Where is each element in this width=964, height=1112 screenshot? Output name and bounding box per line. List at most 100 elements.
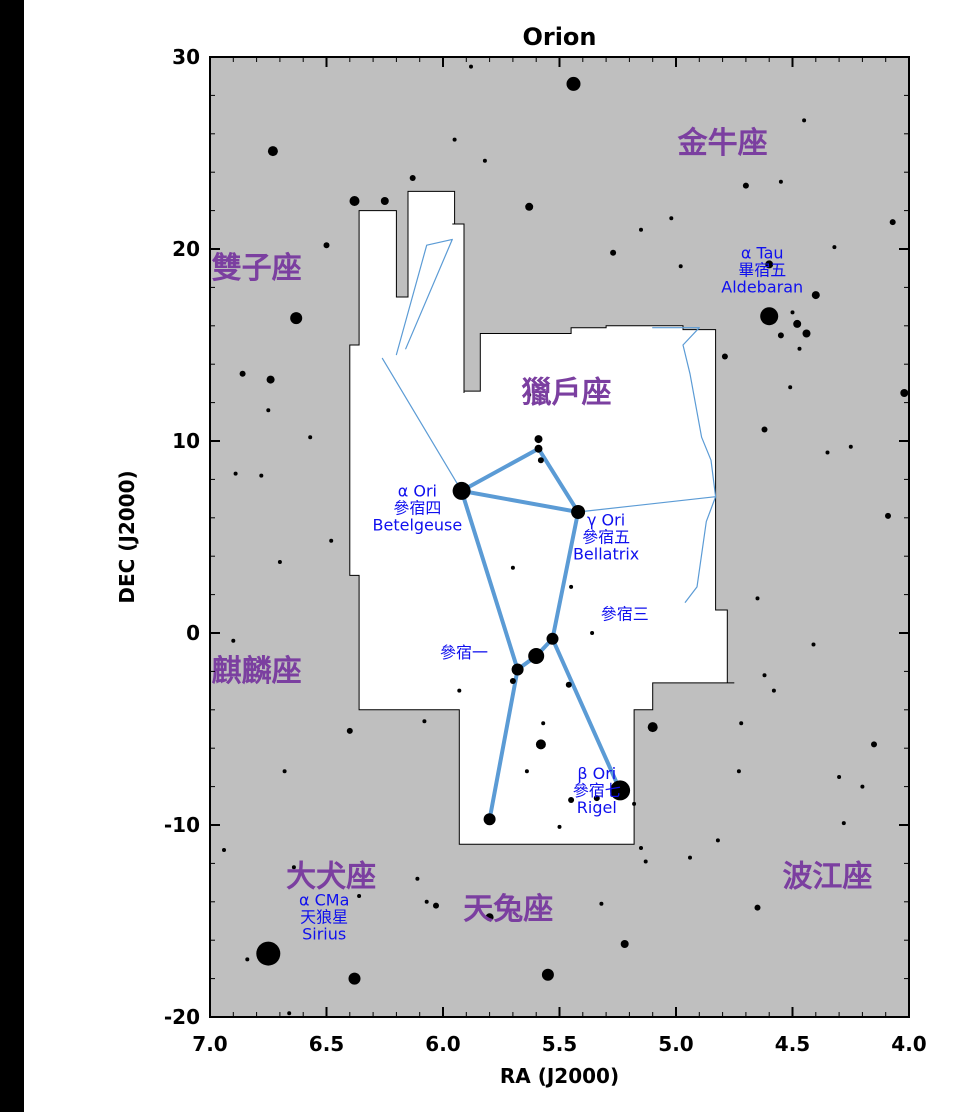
star-5: [511, 663, 524, 676]
star-80: [841, 821, 846, 826]
y-tick-label-2: 10: [172, 429, 200, 453]
star-51: [761, 426, 768, 433]
star-0: [452, 481, 471, 500]
chart-title: Orion: [522, 23, 596, 51]
star-13: [290, 312, 303, 325]
star-19: [541, 968, 554, 981]
star-38: [409, 175, 416, 181]
x-tick-label-6: 4.0: [891, 1032, 926, 1056]
star-21: [535, 739, 546, 750]
y-tick-label-3: 0: [186, 621, 200, 645]
star-46: [482, 158, 487, 163]
star-84: [771, 688, 776, 693]
constellation-label-monoceros: 麒麟座: [212, 654, 302, 689]
star-9: [534, 435, 543, 444]
star-100: [527, 392, 532, 397]
star-64: [524, 769, 529, 774]
x-tick-label-0: 7.0: [192, 1032, 227, 1056]
star-37: [346, 727, 353, 734]
star-label-rigel-line-0: β Ori: [577, 764, 616, 783]
star-label-betelgeuse-line-2: Betelgeuse: [373, 516, 463, 535]
star-28: [811, 291, 820, 300]
star-24: [900, 389, 909, 397]
star-92: [777, 332, 784, 339]
star-39: [357, 894, 362, 898]
star-62: [457, 688, 462, 693]
star-41: [610, 249, 617, 256]
star-31: [239, 370, 246, 377]
star-34: [329, 538, 334, 543]
star-25: [802, 329, 811, 338]
star-83: [739, 721, 744, 726]
y-axis-label: DEC (J2000): [115, 470, 139, 603]
star-label-bellatrix-line-2: Bellatrix: [573, 544, 639, 563]
constellation-label-eridanus: 波江座: [782, 859, 872, 894]
constellation-label-taurus: 金牛座: [677, 126, 768, 161]
y-tick-label-5: -20: [164, 1005, 200, 1029]
star-label-betelgeuse-line-1: 參宿四: [393, 499, 441, 518]
constellation-label-orion: 獵戶座: [521, 376, 611, 411]
star-label-alnitak-line-0: 參宿一: [440, 643, 488, 662]
x-tick-label-5: 4.5: [775, 1032, 810, 1056]
star-55: [277, 560, 282, 564]
star-7: [534, 444, 543, 453]
constellation-label-canis-major: 大犬座: [286, 859, 376, 894]
star-23: [485, 913, 494, 922]
star-label-rigel-line-2: Rigel: [577, 798, 617, 817]
star-label-alnitak: 參宿一: [440, 643, 488, 662]
star-32: [593, 795, 600, 802]
star-45: [452, 137, 457, 142]
star-8: [537, 457, 544, 464]
constellation-label-lepus: 天兔座: [463, 892, 553, 927]
star-12: [566, 76, 581, 91]
constellation-line-1: [381, 357, 463, 492]
star-54: [259, 473, 264, 478]
star-63: [422, 719, 427, 724]
star-18: [348, 972, 361, 985]
star-label-aldebaran-line-0: α Tau: [741, 244, 784, 263]
star-89: [233, 471, 238, 476]
star-chart-figure: Orion 金牛座 雙子座 獵戶座 麒麟座 大犬座 天兔座 波江座 α Tau 畢宿五 Aldeb…: [24, 0, 964, 1112]
star-79: [871, 741, 877, 748]
star-65: [541, 721, 546, 726]
star-50: [721, 353, 728, 360]
star-44: [469, 64, 473, 69]
star-label-rigel-line-1: 參宿七: [573, 781, 621, 800]
star-11: [760, 307, 779, 326]
star-82: [643, 859, 648, 864]
x-axis-label: RA (J2000): [500, 1064, 619, 1088]
star-22: [620, 940, 629, 948]
star-77: [754, 904, 761, 911]
star-70: [245, 957, 250, 962]
star-3: [546, 632, 559, 645]
star-label-mintaka: 參宿三: [601, 605, 649, 624]
star-label-aldebaran-line-2: Aldebaran: [721, 278, 803, 297]
star-label-bellatrix-line-1: 參宿五: [582, 527, 630, 546]
star-label-sirius-line-1: 天狼星: [300, 908, 348, 927]
star-label-aldebaran-line-1: 畢宿五: [738, 261, 786, 280]
star-60: [565, 681, 572, 688]
star-label-bellatrix-line-0: γ Ori: [587, 510, 625, 529]
constellation-line-3: [459, 488, 581, 514]
star-29: [885, 512, 891, 519]
star-72: [415, 876, 420, 881]
axes: 7.0 6.5 6.0 5.5 5.0 4.5 4.0 30 20 10 0 -10 -20: [164, 45, 927, 1056]
x-tick-label-3: 5.5: [542, 1032, 577, 1056]
star-16: [380, 197, 389, 205]
x-tick-label-4: 5.0: [658, 1032, 693, 1056]
star-61: [509, 678, 516, 684]
star-56: [231, 638, 236, 643]
star-2: [610, 780, 631, 801]
star-label-betelgeuse-line-0: α Ori: [398, 482, 437, 501]
star-40: [433, 902, 439, 909]
star-74: [599, 901, 604, 906]
star-33: [568, 797, 575, 803]
star-27: [765, 260, 774, 269]
star-1: [571, 505, 586, 519]
